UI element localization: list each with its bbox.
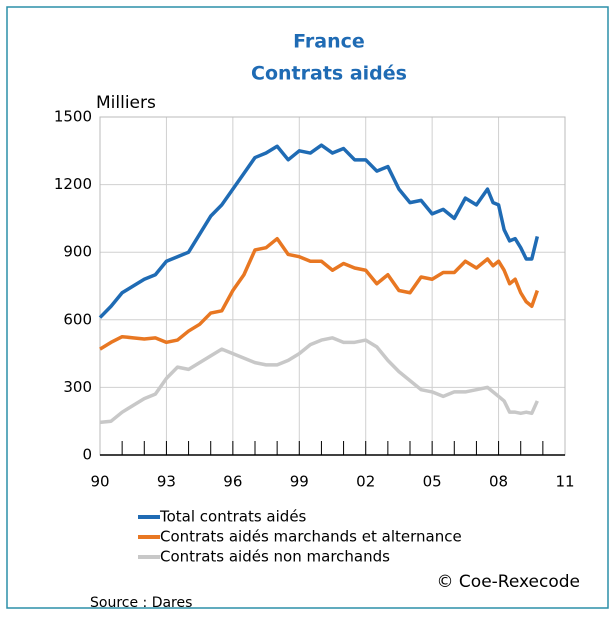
legend-label: Contrats aidés non marchands	[160, 548, 390, 566]
chart-title: France	[293, 31, 365, 53]
chart-subtitle: Contrats aidés	[251, 63, 407, 85]
x-tick-label: 02	[356, 473, 375, 491]
x-tick-label: 11	[555, 473, 574, 491]
series-line	[99, 336, 539, 425]
x-tick-label: 05	[423, 473, 442, 491]
series-line	[98, 143, 540, 319]
legend-label: Total contrats aidés	[159, 508, 307, 526]
y-tick-label: 1500	[54, 108, 92, 126]
credit: © Coe-Rexecode	[437, 572, 580, 592]
x-tick-label: 90	[90, 473, 109, 491]
y-tick-label: 1200	[54, 175, 92, 193]
series-line	[99, 236, 539, 351]
y-tick-label: 600	[63, 310, 92, 328]
x-tick-label: 93	[157, 473, 176, 491]
y-tick-label: 0	[82, 446, 92, 464]
y-axis-label: Milliers	[96, 93, 156, 113]
y-tick-label: 300	[63, 378, 92, 396]
x-tick-label: 08	[489, 473, 508, 491]
frame	[6, 6, 609, 609]
x-tick-label: 96	[223, 473, 242, 491]
y-tick-label: 900	[63, 243, 92, 261]
source: Source : Dares	[90, 595, 192, 611]
legend-label: Contrats aidés marchands et alternance	[160, 528, 462, 546]
x-tick-label: 99	[290, 473, 309, 491]
